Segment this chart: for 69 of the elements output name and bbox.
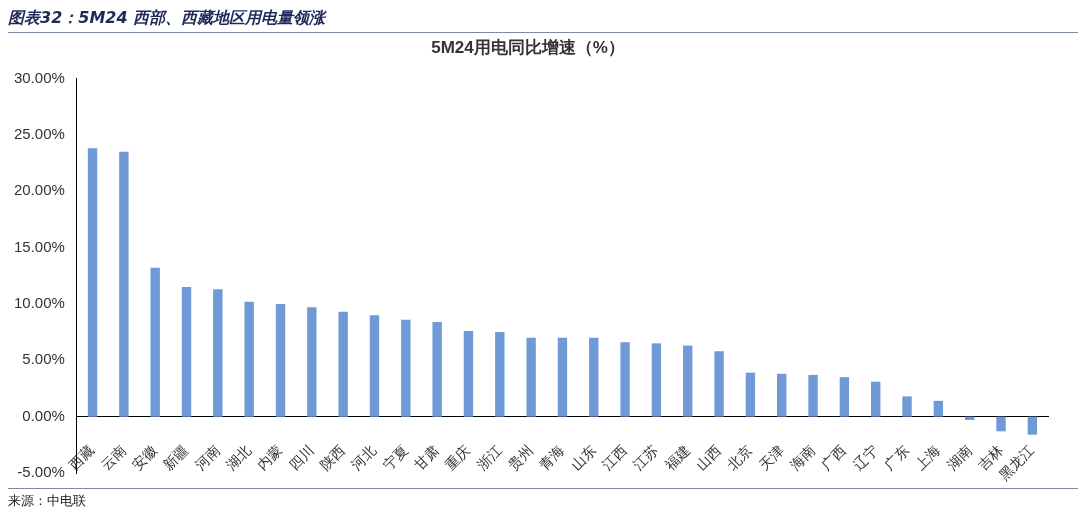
y-tick-label: 25.00%: [14, 124, 65, 142]
bar: [87, 148, 98, 417]
x-tick-label: 海南: [786, 442, 818, 474]
bar: [150, 267, 160, 417]
x-tick-label: 青海: [536, 442, 568, 474]
x-tick-label: 重庆: [442, 442, 474, 474]
x-tick-label: 福建: [661, 442, 693, 474]
bar: [119, 151, 129, 417]
bar: [557, 337, 568, 417]
bar: [181, 286, 192, 417]
bar: [275, 303, 286, 417]
x-tick-label: 宁夏: [379, 442, 411, 474]
y-tick-label: 30.00%: [14, 68, 65, 86]
chart-subtitle: 5M24用电同比增速（%）: [431, 37, 625, 57]
bar: [683, 345, 693, 417]
x-tick-label: 广西: [818, 442, 850, 474]
source-note: 来源：中电联: [8, 492, 87, 510]
y-tick-label: 10.00%: [14, 294, 65, 312]
x-tick-label: 甘肃: [410, 442, 442, 474]
bar: [213, 289, 223, 417]
x-tick-label: 河北: [348, 442, 380, 474]
x-tick-label: 陕西: [316, 442, 348, 474]
bar: [902, 396, 912, 417]
y-tick-label: 20.00%: [14, 181, 65, 199]
bar: [933, 400, 944, 417]
bar: [307, 307, 317, 417]
y-tick-label: 15.00%: [14, 237, 65, 255]
bar: [714, 351, 724, 417]
x-tick-label: 天津: [755, 442, 787, 474]
bar: [839, 377, 850, 417]
x-tick-label: 云南: [97, 442, 129, 474]
x-tick-label: 浙江: [473, 442, 505, 474]
x-tick-label: 贵州: [504, 442, 536, 474]
bar: [432, 321, 442, 417]
y-tick-label: 0.00%: [22, 406, 65, 424]
bar: [651, 343, 662, 417]
bar: [620, 342, 630, 417]
x-tick-label: 四川: [285, 442, 317, 474]
x-tick-label: 上海: [912, 442, 944, 474]
x-tick-label: 内蒙: [254, 442, 286, 474]
bar: [745, 372, 756, 417]
bar: [871, 381, 881, 417]
y-tick-label: -5.00%: [17, 463, 65, 481]
bar: [463, 330, 474, 417]
bar: [589, 337, 599, 417]
bar: [244, 301, 254, 417]
bar: [495, 332, 505, 417]
y-tick-label: 5.00%: [22, 350, 65, 368]
x-tick-label: 山西: [692, 442, 724, 474]
bar: [1027, 416, 1038, 435]
x-tick-label: 湖南: [943, 442, 975, 474]
bar: [369, 315, 380, 417]
bar: [996, 416, 1006, 432]
x-tick-label: 江苏: [630, 442, 662, 474]
bar: [526, 337, 536, 417]
bar: [401, 319, 411, 417]
x-tick-label: 河南: [191, 442, 223, 474]
bar: [777, 373, 787, 417]
bar: [338, 311, 348, 417]
x-tick-label: 新疆: [160, 442, 192, 474]
chart-title: 图表32：5M24 西部、西藏地区用电量领涨: [8, 8, 1078, 33]
x-tick-label: 北京: [724, 442, 756, 474]
x-tick-label: 广东: [880, 442, 912, 474]
bar: [808, 374, 818, 417]
x-tick-label: 安徽: [128, 442, 161, 474]
x-tick-label: 山东: [567, 442, 599, 474]
x-tick-label: 江西: [598, 442, 630, 474]
x-tick-label: 辽宁: [849, 442, 881, 474]
x-tick-label: 湖北: [222, 442, 255, 474]
